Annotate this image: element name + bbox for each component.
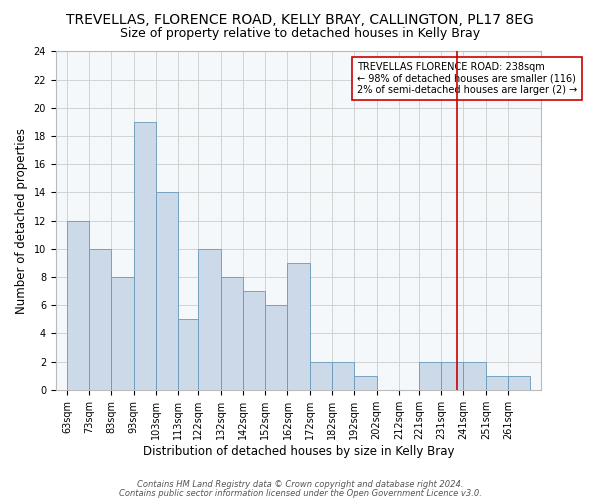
Bar [67,220,89,390]
Bar [134,122,156,390]
Text: TREVELLAS FLORENCE ROAD: 238sqm
← 98% of detached houses are smaller (116)
2% of: TREVELLAS FLORENCE ROAD: 238sqm ← 98% of… [357,62,577,95]
Bar [89,249,112,390]
Text: Contains public sector information licensed under the Open Government Licence v3: Contains public sector information licen… [119,488,481,498]
Bar [156,192,178,390]
X-axis label: Distribution of detached houses by size in Kelly Bray: Distribution of detached houses by size … [143,444,454,458]
Bar [441,362,463,390]
Bar [199,249,221,390]
Text: Size of property relative to detached houses in Kelly Bray: Size of property relative to detached ho… [120,28,480,40]
Text: Contains HM Land Registry data © Crown copyright and database right 2024.: Contains HM Land Registry data © Crown c… [137,480,463,489]
Bar [508,376,530,390]
Bar [287,263,310,390]
Text: TREVELLAS, FLORENCE ROAD, KELLY BRAY, CALLINGTON, PL17 8EG: TREVELLAS, FLORENCE ROAD, KELLY BRAY, CA… [66,12,534,26]
Bar [486,376,508,390]
Bar [221,277,243,390]
Bar [243,291,265,390]
Bar [112,277,134,390]
Y-axis label: Number of detached properties: Number of detached properties [15,128,28,314]
Bar [178,320,199,390]
Bar [355,376,377,390]
Bar [419,362,441,390]
Bar [310,362,332,390]
Bar [463,362,486,390]
Bar [332,362,355,390]
Bar [265,306,287,390]
